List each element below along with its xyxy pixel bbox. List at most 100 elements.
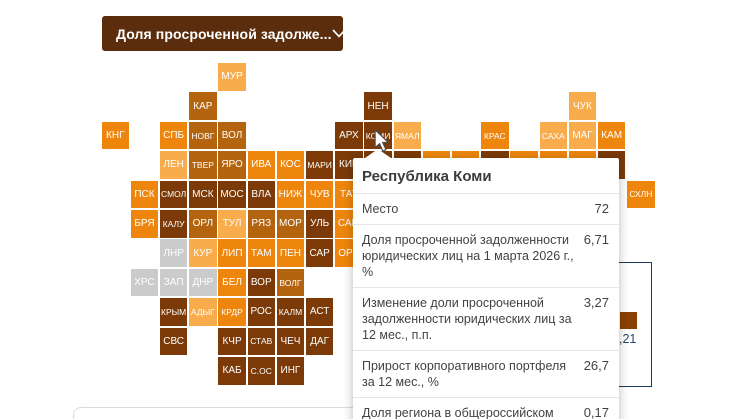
tile-label: ВЛА: [251, 188, 272, 200]
tile-АДЫГ[interactable]: АДЫГ: [189, 298, 217, 326]
tile-ДАГ[interactable]: ДАГ: [305, 327, 334, 356]
tile-ДНР[interactable]: ДНР: [189, 268, 217, 297]
tile-НОВГ[interactable]: НОВГ: [189, 121, 217, 150]
tile-ПЕН[interactable]: ПЕН: [276, 239, 305, 267]
tile-label: ВОЛ: [221, 130, 243, 142]
tile-СВС[interactable]: СВС: [159, 327, 188, 356]
tile-label: НОВГ: [191, 130, 215, 141]
tile-label: ПСК: [134, 188, 155, 200]
tile-С.ОС[interactable]: С.ОС: [247, 357, 275, 385]
tile-ТУЛ[interactable]: ТУЛ: [218, 210, 246, 238]
tile-label: ЛИП: [221, 247, 243, 259]
tile-САР[interactable]: САР: [305, 239, 334, 267]
tile-label: ТАМ: [250, 247, 272, 259]
tile-СХЛН[interactable]: СХЛН: [627, 180, 655, 209]
tile-БРЯ[interactable]: БРЯ: [130, 210, 159, 238]
tile-label: ИНГ: [280, 365, 301, 377]
tile-МАГ[interactable]: МАГ: [568, 121, 597, 150]
tile-ЯМАЛ[interactable]: ЯМАЛ: [393, 121, 421, 150]
tile-КОС[interactable]: КОС: [276, 151, 305, 179]
tile-label: ЧЕЧ: [280, 335, 301, 347]
tile-КУР[interactable]: КУР: [189, 239, 217, 267]
tile-label: РЯЗ: [251, 218, 272, 230]
tile-ЧУК[interactable]: ЧУК: [568, 92, 597, 120]
tile-РЯЗ[interactable]: РЯЗ: [247, 210, 275, 238]
tile-label: АСТ: [309, 306, 330, 318]
tile-СМОЛ[interactable]: СМОЛ: [159, 180, 188, 209]
tile-label: СМОЛ: [161, 189, 187, 200]
tile-ЯРО[interactable]: ЯРО: [218, 151, 246, 179]
tile-label: КРЫМ: [161, 306, 187, 317]
tile-ЧЕЧ[interactable]: ЧЕЧ: [276, 327, 305, 356]
tile-ХРС[interactable]: ХРС: [130, 268, 159, 297]
tile-label: КНГ: [106, 130, 125, 142]
tooltip-row-value: 6,71: [583, 232, 609, 247]
tile-label: СХЛН: [629, 189, 653, 200]
tile-КРАС[interactable]: КРАС: [481, 121, 509, 150]
indicator-dropdown-label: Доля просроченной задолже...: [116, 25, 332, 42]
tile-ТВЕР[interactable]: ТВЕР: [189, 151, 217, 179]
legend-color-swatch: [620, 312, 637, 329]
tile-МСК[interactable]: МСК: [189, 180, 217, 209]
tooltip-row-label: Прирост корпоративного портфеля за 12 ме…: [362, 359, 567, 389]
tile-label: САМ: [337, 218, 360, 230]
tile-label: МАГ: [572, 130, 593, 142]
tile-ОРЛ[interactable]: ОРЛ: [189, 210, 217, 238]
tile-ИНГ[interactable]: ИНГ: [276, 357, 305, 385]
tooltip-row: Изменение доли просроченной задолженност…: [353, 288, 619, 351]
tile-label: ОРЛ: [192, 218, 214, 230]
tile-ВОР[interactable]: ВОР: [247, 268, 275, 297]
tile-КРЫМ[interactable]: КРЫМ: [159, 298, 188, 326]
tile-label: ЧУК: [573, 100, 592, 112]
tooltip-row: Доля просроченной задолженности юридичес…: [353, 225, 619, 288]
tile-label: ТУЛ: [222, 218, 242, 230]
tile-label: МАРИ: [307, 159, 332, 170]
tile-КАБ[interactable]: КАБ: [218, 357, 246, 385]
tile-КНГ[interactable]: КНГ: [101, 121, 129, 150]
tile-ВЛА[interactable]: ВЛА: [247, 180, 275, 209]
tile-label: УЛЬ: [310, 218, 330, 230]
tooltip-row-value: 3,27: [583, 295, 609, 310]
tooltip-row-value: 0,17: [583, 405, 609, 419]
tooltip-caret: [365, 149, 391, 158]
tile-КРДР[interactable]: КРДР: [218, 298, 246, 326]
tile-НЕН[interactable]: НЕН: [364, 92, 392, 120]
tile-РОС[interactable]: РОС: [247, 298, 275, 326]
tile-СПБ[interactable]: СПБ: [159, 121, 188, 150]
tile-САХА[interactable]: САХА: [539, 121, 567, 150]
tile-МОС[interactable]: МОС: [218, 180, 246, 209]
tile-АСТ[interactable]: АСТ: [305, 298, 334, 326]
tile-label: ВОЛГ: [279, 277, 302, 288]
tile-УЛЬ[interactable]: УЛЬ: [305, 210, 334, 238]
tile-ЛИП[interactable]: ЛИП: [218, 239, 246, 267]
tile-БЕЛ[interactable]: БЕЛ: [218, 268, 246, 297]
tile-label: БЕЛ: [222, 277, 242, 289]
tile-МАРИ[interactable]: МАРИ: [305, 151, 334, 179]
tile-КАЛУ[interactable]: КАЛУ: [159, 210, 188, 238]
tooltip-row-value: 72: [594, 201, 609, 216]
tile-НИЖ[interactable]: НИЖ: [276, 180, 305, 209]
tile-ВОЛ[interactable]: ВОЛ: [218, 121, 246, 150]
tooltip-row-label: Доля просроченной задолженности юридичес…: [362, 233, 574, 279]
tile-КАЛМ[interactable]: КАЛМ: [276, 298, 305, 326]
tile-ВОЛГ[interactable]: ВОЛГ: [276, 268, 305, 297]
tile-label: КАБ: [222, 365, 242, 377]
tile-ТАМ[interactable]: ТАМ: [247, 239, 275, 267]
tile-label: БРЯ: [134, 218, 155, 230]
tile-СТАВ[interactable]: СТАВ: [247, 327, 275, 356]
tile-КАМ[interactable]: КАМ: [597, 121, 626, 150]
tile-ИВА[interactable]: ИВА: [247, 151, 275, 179]
tile-ЗАП[interactable]: ЗАП: [159, 268, 188, 297]
tile-МУР[interactable]: МУР: [218, 63, 246, 91]
tile-КАР[interactable]: КАР: [189, 92, 217, 120]
tile-ЛЕН[interactable]: ЛЕН: [159, 151, 188, 179]
tooltip-rows: Место 72 Доля просроченной задолженности ю…: [353, 194, 619, 419]
tile-МОР[interactable]: МОР: [276, 210, 305, 238]
tile-ПСК[interactable]: ПСК: [130, 180, 159, 209]
tile-АРХ[interactable]: АРХ: [335, 121, 363, 150]
tile-ЛНР[interactable]: ЛНР: [159, 239, 188, 267]
tile-КЧР[interactable]: КЧР: [218, 327, 246, 356]
tile-ЧУВ[interactable]: ЧУВ: [305, 180, 334, 209]
indicator-dropdown[interactable]: Доля просроченной задолже...: [102, 16, 346, 51]
